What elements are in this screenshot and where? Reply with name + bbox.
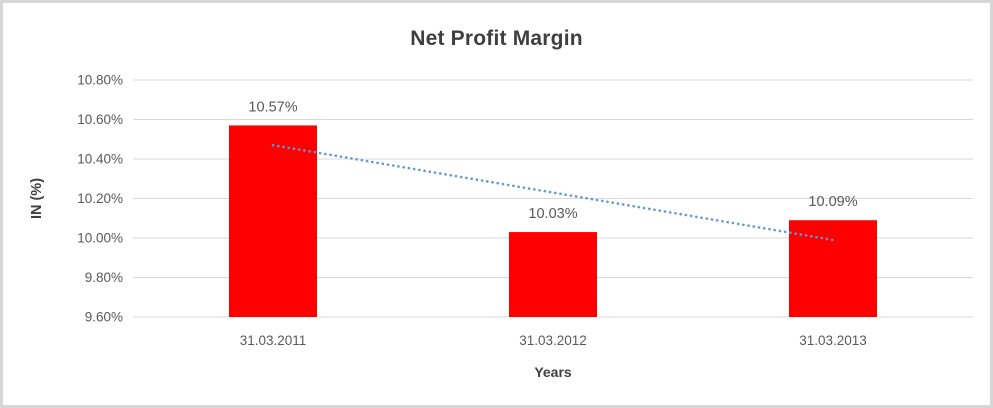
chart-title: Net Profit Margin [410, 27, 583, 50]
y-tick-label: 10.20% [77, 191, 123, 206]
y-axis-title: IN (%) [29, 178, 45, 219]
y-tick-label: 10.00% [77, 231, 123, 246]
bar [509, 232, 597, 317]
chart-canvas: 10.80% 10.60% 10.40% 10.20% 10.00% 9.80% 9.60%… [29, 73, 973, 380]
bar-data-label: 10.03% [528, 206, 577, 222]
bar [229, 125, 317, 317]
bar-data-label: 10.57% [248, 99, 297, 115]
y-tick-label: 10.40% [77, 152, 123, 167]
x-axis-title: Years [534, 364, 572, 380]
trendline [271, 143, 835, 242]
bar [789, 220, 877, 317]
y-tick-label: 9.80% [85, 270, 123, 285]
x-tick-label: 31.03.2012 [519, 333, 587, 348]
bar-data-label: 10.09% [808, 194, 857, 210]
x-tick-label: 31.03.2013 [799, 333, 867, 348]
y-tick-label: 10.60% [77, 112, 123, 127]
y-tick-label: 10.80% [77, 73, 123, 88]
y-tick-label: 9.60% [85, 310, 123, 325]
x-tick-label: 31.03.2011 [240, 333, 307, 348]
